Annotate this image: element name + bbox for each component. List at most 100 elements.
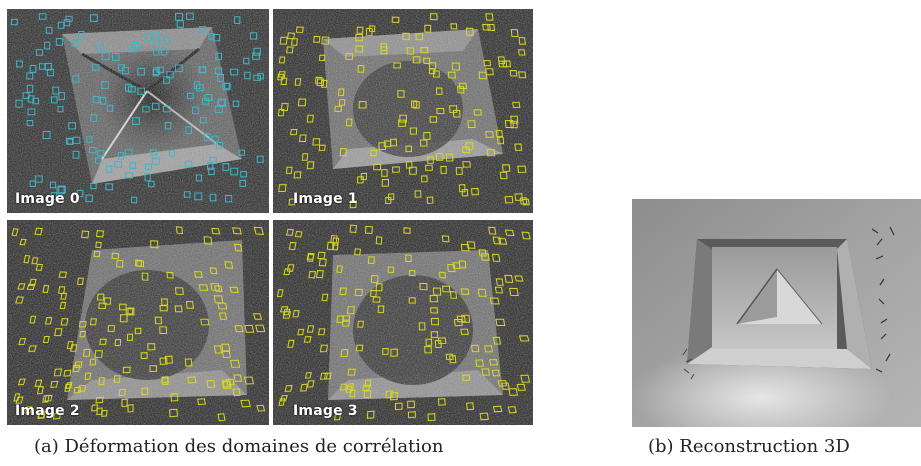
correlation-domain-box <box>421 175 428 183</box>
correlation-domain-box <box>393 62 401 69</box>
correlation-domain-box <box>222 379 231 388</box>
correlation-domain-box <box>294 230 303 238</box>
correlation-domain-box <box>163 36 171 44</box>
correlation-domain-box <box>194 271 203 278</box>
correlation-domain-box <box>518 36 526 45</box>
correlation-domain-box <box>504 229 515 237</box>
correlation-domain-box <box>92 64 100 71</box>
correlation-domain-box <box>233 374 243 382</box>
correlation-domain-box <box>408 269 416 277</box>
correlation-domain-box <box>313 35 321 43</box>
correlation-domain-box <box>502 164 511 172</box>
correlation-domain-box <box>342 315 351 322</box>
correlation-domain-box <box>37 410 46 420</box>
correlation-domain-box <box>95 241 102 249</box>
correlation-domain-box <box>383 140 392 148</box>
correlation-domain-box <box>72 75 80 83</box>
correlation-domain-box <box>199 117 207 124</box>
correlation-domain-box <box>256 155 264 163</box>
correlation-domain-box <box>29 180 36 187</box>
correlation-domain-box <box>285 228 294 236</box>
correlation-domain-box <box>144 33 152 42</box>
correlation-domain-box <box>70 344 78 352</box>
correlation-domain-box <box>439 271 446 279</box>
correlation-domain-box <box>519 197 528 205</box>
correlation-domain-box <box>26 120 34 127</box>
correlation-domain-box <box>426 196 434 204</box>
correlation-domain-box <box>303 336 312 343</box>
correlation-domain-box <box>321 79 328 88</box>
correlation-domain-box <box>106 104 114 112</box>
correlation-domain-box <box>101 52 110 61</box>
correlation-domain-box <box>492 405 503 413</box>
correlation-domain-box <box>286 264 295 272</box>
correlation-domain-box <box>154 316 162 325</box>
correlation-domain-box <box>319 344 328 353</box>
correlation-domain-box <box>452 110 461 118</box>
correlation-domain-box <box>152 69 159 77</box>
correlation-domain-box <box>409 166 417 175</box>
correlation-domain-box <box>357 320 364 328</box>
correlation-domain-box <box>58 92 65 100</box>
correlation-domain-box <box>287 32 295 40</box>
correlation-domain-box <box>221 343 231 352</box>
correlation-domain-box <box>95 157 102 164</box>
correlation-domain-box <box>131 41 140 50</box>
correlation-domain-box <box>304 372 312 379</box>
correlation-domain-box <box>187 376 197 384</box>
correlation-domain-box <box>495 278 504 286</box>
correlation-domain-box <box>125 308 134 315</box>
correlation-domain-box <box>95 43 104 52</box>
correlation-domain-box <box>196 84 204 92</box>
correlation-domain-box <box>461 314 471 323</box>
correlation-domain-box <box>29 65 37 73</box>
correlation-domain-box <box>370 149 377 157</box>
correlation-domain-box <box>340 349 349 357</box>
correlation-domain-box <box>232 227 242 235</box>
correlation-domain-box <box>211 135 219 143</box>
correlation-domain-box <box>521 231 531 240</box>
correlation-domain-box <box>29 315 37 324</box>
correlation-domain-box <box>285 166 293 174</box>
correlation-domain-box <box>229 286 239 294</box>
correlation-domain-box <box>432 70 440 78</box>
correlation-domain-box <box>150 240 159 249</box>
correlation-domain-box <box>423 57 431 65</box>
correlation-domain-box <box>44 394 53 402</box>
correlation-domain-box <box>429 13 438 21</box>
correlation-domain-box <box>381 178 390 187</box>
correlation-domain-box <box>121 66 129 75</box>
correlation-domain-box <box>103 297 112 305</box>
correlation-domain-box <box>288 241 297 251</box>
reconstruction-3d-image <box>632 199 921 427</box>
correlation-domain-box <box>482 23 491 31</box>
correlation-domain-box <box>380 43 388 52</box>
correlation-domain-box <box>405 254 412 263</box>
correlation-domain-box <box>403 227 411 234</box>
correlation-domain-box <box>334 105 343 112</box>
correlation-domain-box <box>206 379 216 388</box>
correlation-domain-box <box>516 383 526 391</box>
correlation-domain-box <box>116 259 124 268</box>
correlation-domain-box <box>17 378 26 386</box>
correlation-domain-box <box>497 380 508 387</box>
correlation-domain-box <box>330 234 338 244</box>
correlation-domain-box <box>90 14 98 22</box>
correlation-domain-box <box>81 230 90 239</box>
correlation-domain-box <box>435 152 444 161</box>
correlation-domain-box <box>375 236 383 245</box>
correlation-domain-box <box>234 16 241 24</box>
speckle-image-0 <box>7 9 269 213</box>
correlation-domain-box <box>324 372 332 380</box>
correlation-domain-box <box>518 49 526 56</box>
correlation-domain-box <box>307 253 315 262</box>
panel-label: Image 1 <box>293 191 358 207</box>
correlation-domain-box <box>183 191 191 198</box>
correlation-domain-box <box>15 99 23 108</box>
correlation-domain-box <box>184 358 193 367</box>
correlation-domain-box <box>430 331 439 339</box>
correlation-domain-box <box>147 343 156 351</box>
correlation-domain-box <box>458 82 467 89</box>
correlation-domain-box <box>72 150 80 159</box>
correlation-domain-box <box>370 289 377 298</box>
